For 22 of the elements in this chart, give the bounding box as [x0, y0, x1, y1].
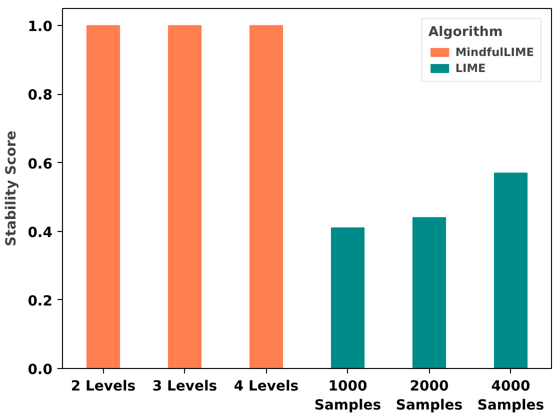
bar — [168, 25, 202, 368]
bar — [86, 25, 120, 368]
legend-title: Algorithm — [428, 25, 504, 40]
bar — [412, 217, 446, 368]
x-tick-label: 1000 Samples — [314, 378, 382, 414]
y-tick-label: 1.0 — [28, 19, 53, 36]
y-tick-label: 0.8 — [28, 88, 53, 104]
legend-label: LIME — [455, 61, 486, 75]
x-tick-label: 4 Levels — [234, 378, 299, 394]
legend-label: MindfulLIME — [455, 45, 534, 59]
y-axis-title: Stability Score — [4, 130, 20, 246]
y-tick-label: 0.0 — [28, 362, 53, 378]
x-tick-label: 3 Levels — [152, 378, 218, 394]
bar — [249, 25, 284, 368]
y-tick-label: 0.6 — [28, 156, 53, 172]
bar — [330, 227, 365, 368]
y-tick-label: 0.2 — [28, 293, 53, 310]
y-tick-label: 0.4 — [28, 224, 53, 241]
x-tick-label: 4000 Samples — [477, 378, 544, 414]
bar — [494, 172, 528, 368]
x-tick-label: 2 Levels — [70, 378, 136, 394]
x-tick-label: 2000 Samples — [396, 378, 463, 414]
